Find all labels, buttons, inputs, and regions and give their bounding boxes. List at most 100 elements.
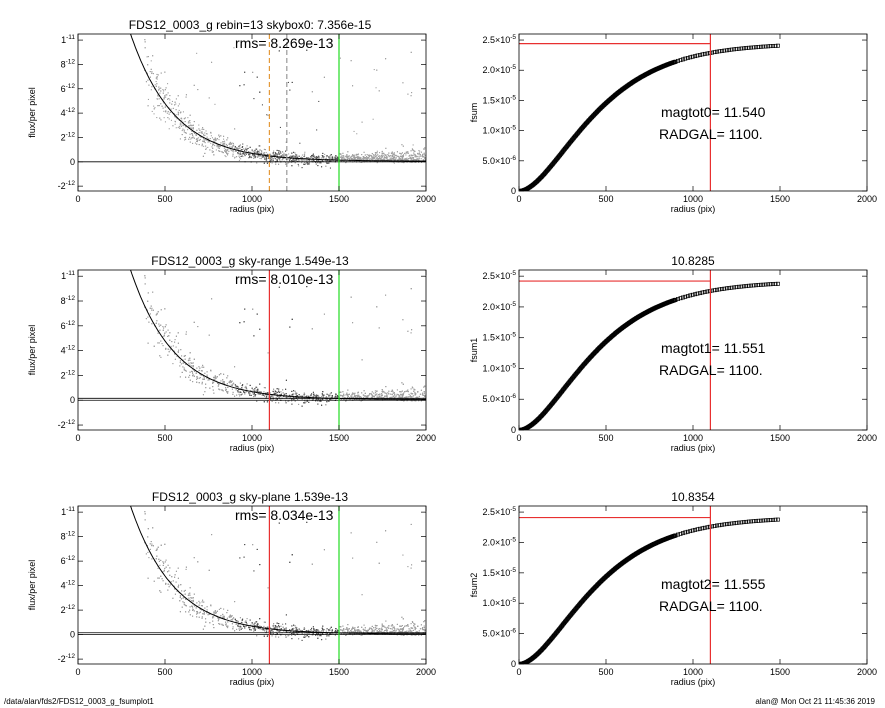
data-point: [260, 158, 262, 160]
data-point: [352, 155, 354, 157]
data-point: [162, 92, 164, 94]
data-point: [192, 365, 194, 367]
data-point: [368, 156, 370, 158]
data-point: [289, 326, 291, 328]
data-point: [170, 119, 172, 121]
data-point: [410, 154, 412, 156]
data-point: [362, 159, 364, 161]
data-point: [325, 155, 327, 157]
data-point: [276, 159, 278, 161]
data-point: [235, 385, 237, 387]
data-point: [282, 157, 284, 159]
data-point: [373, 392, 375, 394]
data-point: [260, 153, 262, 155]
data-point: [312, 158, 314, 160]
data-point: [204, 134, 206, 136]
data-point: [345, 156, 347, 158]
data-point: [217, 147, 219, 149]
data-point: [403, 161, 405, 163]
data-point: [347, 151, 349, 153]
data-point: [273, 150, 275, 152]
data-point: [323, 76, 325, 78]
fsum-point: [768, 44, 773, 49]
data-point: [253, 98, 255, 100]
data-point: [321, 404, 323, 406]
data-point: [334, 158, 336, 160]
data-point: [272, 390, 274, 392]
data-point: [240, 155, 242, 157]
data-point: [412, 393, 414, 395]
data-point: [403, 154, 405, 156]
data-point: [276, 157, 278, 159]
data-point: [151, 86, 153, 88]
data-point: [393, 157, 395, 159]
data-point: [303, 163, 305, 165]
data-point: [188, 358, 190, 360]
data-point: [185, 94, 187, 96]
data-point: [409, 396, 411, 398]
data-point: [268, 157, 270, 159]
data-point: [145, 81, 147, 83]
data-point: [301, 167, 303, 169]
data-point: [271, 396, 273, 398]
data-point: [391, 151, 393, 153]
data-point: [405, 390, 407, 392]
data-point: [211, 146, 213, 148]
data-point: [178, 112, 180, 114]
data-point: [159, 117, 161, 119]
data-point: [193, 369, 195, 371]
data-point: [381, 159, 383, 161]
data-point: [224, 140, 226, 142]
data-point: [351, 396, 353, 398]
data-point: [301, 397, 303, 399]
data-point: [172, 345, 174, 347]
data-point: [411, 161, 413, 163]
data-point: [241, 149, 243, 151]
data-point: [210, 132, 212, 134]
data-point: [167, 98, 169, 100]
data-point: [273, 154, 275, 156]
data-point: [321, 395, 323, 397]
data-point: [163, 110, 165, 112]
data-point: [199, 129, 201, 131]
data-point: [239, 157, 241, 159]
data-point: [313, 159, 315, 161]
data-point: [376, 157, 378, 159]
data-point: [222, 144, 224, 146]
data-point: [227, 154, 229, 156]
data-point: [278, 158, 280, 160]
data-point: [337, 397, 339, 399]
data-point: [205, 147, 207, 149]
data-point: [420, 389, 422, 391]
data-point: [241, 146, 243, 148]
data-point: [156, 117, 158, 119]
x-tick-label: 0: [516, 194, 521, 204]
data-point: [412, 157, 414, 159]
data-point: [416, 156, 418, 158]
data-point: [222, 143, 224, 145]
data-point: [251, 149, 253, 151]
data-point: [358, 158, 360, 160]
data-point: [397, 155, 399, 157]
data-point: [180, 111, 182, 113]
data-point: [178, 109, 180, 111]
data-point: [308, 159, 310, 161]
data-point: [388, 390, 390, 392]
data-point: [350, 157, 352, 159]
data-point: [187, 122, 189, 124]
data-point: [292, 393, 294, 395]
data-point: [196, 139, 198, 141]
x-tick-label: 2000: [416, 194, 436, 204]
data-point: [306, 159, 308, 161]
data-point: [198, 132, 200, 134]
data-point: [236, 156, 238, 158]
data-point: [331, 157, 333, 159]
data-point: [158, 342, 160, 344]
data-point: [206, 139, 208, 141]
fsum-point: [756, 45, 761, 49]
data-point: [289, 156, 291, 158]
data-point: [424, 157, 426, 159]
data-point: [264, 149, 266, 151]
data-point: [327, 400, 329, 402]
data-point: [373, 157, 375, 159]
